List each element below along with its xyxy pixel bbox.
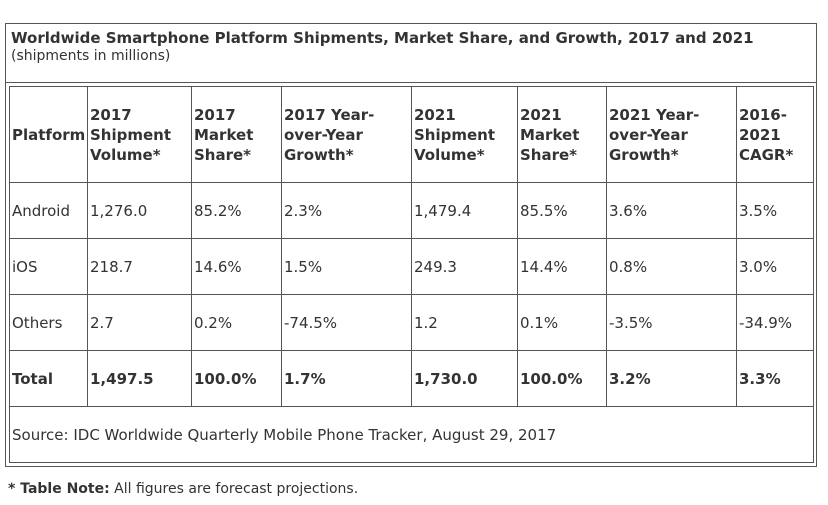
- cell-2017-growth: 2.3%: [281, 182, 412, 239]
- header-2017-shipment-volume: 2017 Shipment Volume*: [87, 86, 192, 183]
- cell-2017-volume: 218.7: [87, 238, 192, 295]
- header-row: Platform 2017 Shipment Volume* 2017 Mark…: [9, 86, 814, 183]
- table-subtitle: (shipments in millions): [11, 48, 171, 64]
- table-title: Worldwide Smartphone Platform Shipments,…: [11, 29, 754, 47]
- cell-2021-volume: 1,479.4: [411, 182, 518, 239]
- cell-cagr: -34.9%: [736, 294, 814, 351]
- table-caption: Worldwide Smartphone Platform Shipments,…: [6, 24, 816, 83]
- cell-2017-share: 0.2%: [191, 294, 282, 351]
- source-note: Source: IDC Worldwide Quarterly Mobile P…: [9, 406, 814, 463]
- shipments-table-frame: Worldwide Smartphone Platform Shipments,…: [5, 23, 817, 467]
- cell-cagr: 3.5%: [736, 182, 814, 239]
- cell-2017-share: 100.0%: [191, 350, 282, 407]
- table-footnote: * Table Note: All figures are forecast p…: [8, 479, 358, 499]
- cell-2017-growth: 1.5%: [281, 238, 412, 295]
- cell-2017-growth: 1.7%: [281, 350, 412, 407]
- cell-platform: Others: [9, 294, 88, 351]
- cell-2021-share: 85.5%: [517, 182, 607, 239]
- header-cagr: 2016- 2021 CAGR*: [736, 86, 814, 183]
- header-2021-shipment-volume: 2021 Shipment Volume*: [411, 86, 518, 183]
- header-2017-market-share: 2017 Market Share*: [191, 86, 282, 183]
- cell-2021-volume: 1,730.0: [411, 350, 518, 407]
- header-2017-yoy-growth: 2017 Year- over-Year Growth*: [281, 86, 412, 183]
- cell-2021-growth: -3.5%: [606, 294, 737, 351]
- cell-2021-share: 0.1%: [517, 294, 607, 351]
- header-2021-market-share: 2021 Market Share*: [517, 86, 607, 183]
- cell-2021-growth: 3.6%: [606, 182, 737, 239]
- header-platform: Platform: [9, 86, 88, 183]
- cell-platform: iOS: [9, 238, 88, 295]
- footnote-label: * Table Note:: [8, 481, 110, 497]
- cell-2021-growth: 3.2%: [606, 350, 737, 407]
- cell-2017-growth: -74.5%: [281, 294, 412, 351]
- cell-2021-volume: 1.2: [411, 294, 518, 351]
- source-row: Source: IDC Worldwide Quarterly Mobile P…: [9, 406, 814, 463]
- table-row-ios: iOS 218.7 14.6% 1.5% 249.3 14.4% 0.8% 3.…: [9, 238, 814, 295]
- cell-2021-growth: 0.8%: [606, 238, 737, 295]
- cell-2021-volume: 249.3: [411, 238, 518, 295]
- cell-2017-share: 85.2%: [191, 182, 282, 239]
- cell-cagr: 3.3%: [736, 350, 814, 407]
- shipments-table: Platform 2017 Shipment Volume* 2017 Mark…: [9, 86, 814, 463]
- table-row-others: Others 2.7 0.2% -74.5% 1.2 0.1% -3.5% -3…: [9, 294, 814, 351]
- cell-2017-share: 14.6%: [191, 238, 282, 295]
- table-row-android: Android 1,276.0 85.2% 2.3% 1,479.4 85.5%…: [9, 182, 814, 239]
- header-2021-yoy-growth: 2021 Year- over-Year Growth*: [606, 86, 737, 183]
- cell-2017-volume: 1,276.0: [87, 182, 192, 239]
- cell-2021-share: 14.4%: [517, 238, 607, 295]
- cell-cagr: 3.0%: [736, 238, 814, 295]
- footnote-text: All figures are forecast projections.: [109, 481, 359, 497]
- cell-platform: Total: [9, 350, 88, 407]
- table-row-total: Total 1,497.5 100.0% 1.7% 1,730.0 100.0%…: [9, 350, 814, 407]
- cell-platform: Android: [9, 182, 88, 239]
- cell-2021-share: 100.0%: [517, 350, 607, 407]
- cell-2017-volume: 1,497.5: [87, 350, 192, 407]
- cell-2017-volume: 2.7: [87, 294, 192, 351]
